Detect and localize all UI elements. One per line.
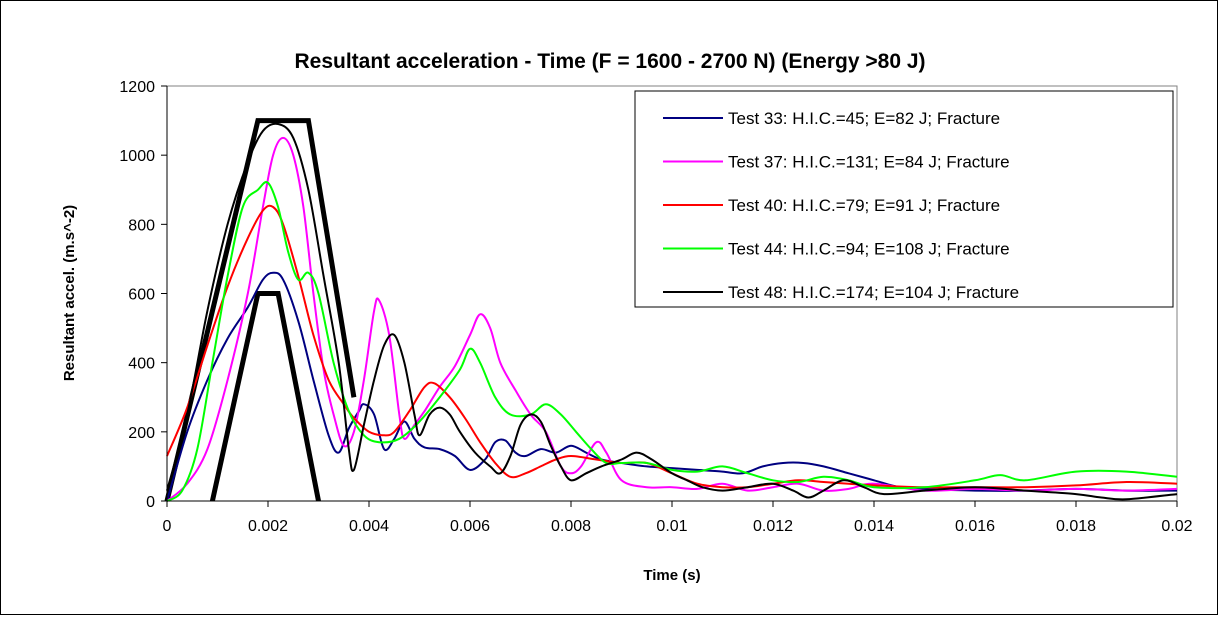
x-tick-label: 0.002 <box>248 518 288 535</box>
y-tick-label: 0 <box>146 494 155 511</box>
legend-entry: Test 37: H.I.C.=131; E=84 J; Fracture <box>728 153 1010 172</box>
x-tick-label: 0 <box>163 518 172 535</box>
legend: Test 33: H.I.C.=45; E=82 J; Fracture Test… <box>634 90 1174 308</box>
x-tick-label: 0.004 <box>349 518 389 535</box>
corridor-2 <box>209 291 321 502</box>
y-tick-label: 200 <box>128 425 155 442</box>
corridor-1 <box>164 118 357 502</box>
y-tick-label: 1200 <box>119 79 155 96</box>
legend-entry: Test 44: H.I.C.=94; E=108 J; Fracture <box>728 240 1010 259</box>
series-lines <box>166 122 1178 502</box>
y-tick-label: 600 <box>128 287 155 304</box>
x-axis-label: Time (s) <box>643 567 700 584</box>
x-tick-label: 0.006 <box>450 518 490 535</box>
legend-entry: Test 48: H.I.C.=174; E=104 J; Fracture <box>728 283 1019 302</box>
x-tick-label: 0.01 <box>656 518 687 535</box>
x-tick-label: 0.02 <box>1161 518 1192 535</box>
legend-entry: Test 33: H.I.C.=45; E=82 J; Fracture <box>728 109 1000 128</box>
legend-box <box>634 90 1174 308</box>
x-tick-label: 0.008 <box>551 518 591 535</box>
chart-title: Resultant acceleration - Time (F = 1600 … <box>294 50 925 73</box>
y-tick-label: 1000 <box>119 148 155 165</box>
x-tick-label: 0.012 <box>753 518 793 535</box>
x-tick-label: 0.016 <box>955 518 995 535</box>
y-axis-label: Resultant accel. (m.s^-2) <box>61 205 78 381</box>
corridors <box>164 118 357 502</box>
legend-entry: Test 40: H.I.C.=79; E=91 J; Fracture <box>728 196 1000 215</box>
x-tick-label: 0.018 <box>1056 518 1096 535</box>
series-line-5 <box>166 122 1178 501</box>
y-tick-label: 400 <box>128 356 155 373</box>
y-tick-label: 800 <box>128 217 155 234</box>
x-tick-label: 0.014 <box>854 518 894 535</box>
x-ticks: 0 0.002 0.004 0.006 0.008 0.01 0.012 0.014 0.016… <box>163 501 1193 535</box>
y-ticks: 0 200 400 600 800 1000 1200 <box>119 79 167 511</box>
series-line-2 <box>166 136 1178 502</box>
series-line-1 <box>166 271 1178 502</box>
